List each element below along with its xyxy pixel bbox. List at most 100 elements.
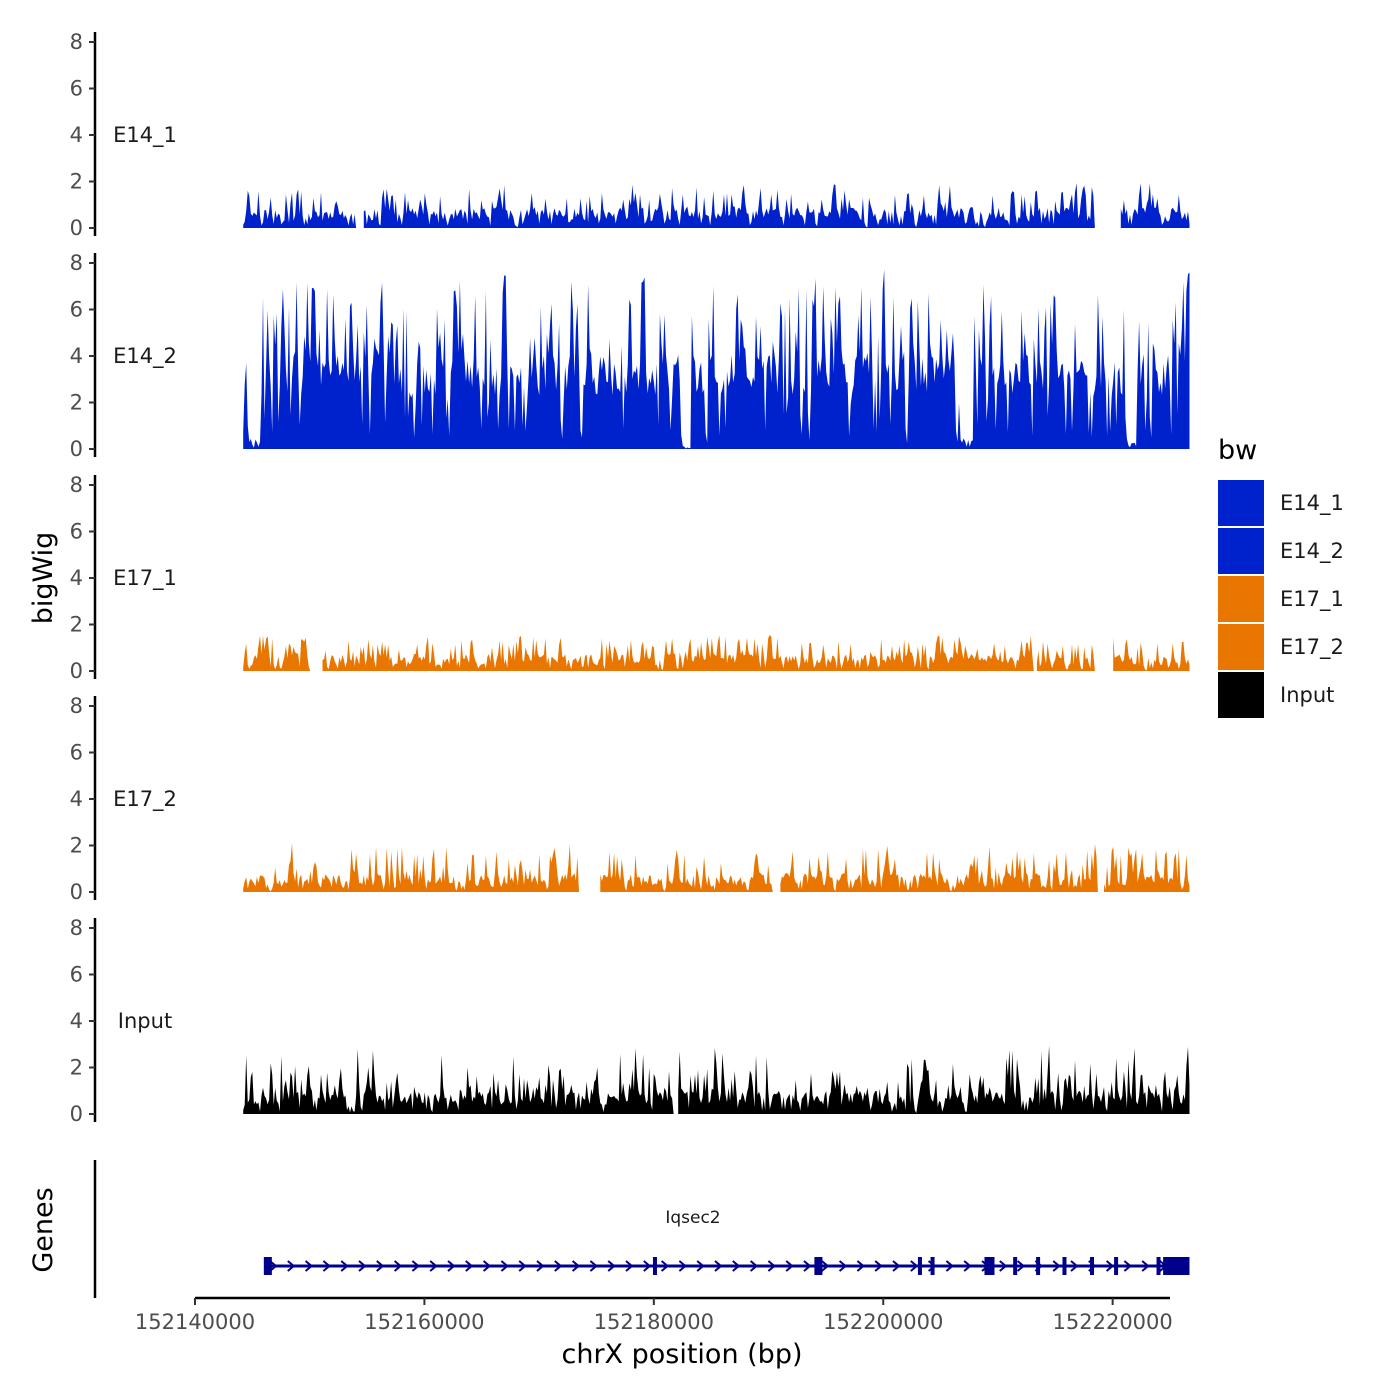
- legend-title: bw: [1218, 435, 1257, 466]
- strand-arrow: [1123, 1260, 1132, 1272]
- strand-arrow: [678, 1260, 687, 1272]
- y-tick-label: 8: [70, 251, 83, 275]
- strand-arrow: [518, 1260, 527, 1272]
- exon: [1163, 1257, 1190, 1275]
- y-tick-label: 0: [70, 659, 83, 683]
- strand-arrow: [429, 1260, 438, 1272]
- x-tick-label: 152140000: [135, 1310, 255, 1334]
- strand-arrow: [963, 1260, 972, 1272]
- strand-arrow: [554, 1260, 563, 1272]
- strand-arrow: [269, 1260, 278, 1272]
- legend-swatch: [1218, 672, 1264, 718]
- strand-arrow: [376, 1260, 385, 1272]
- track-panel-e14-2: 0 2 4 6 8 E14_2: [70, 251, 1190, 461]
- legend-label: E17_2: [1280, 635, 1344, 660]
- strand-arrow: [536, 1260, 545, 1272]
- track-label: E14_1: [113, 123, 177, 148]
- strand-arrow: [803, 1260, 812, 1272]
- exon: [814, 1257, 823, 1275]
- coverage-area-e14-1: [243, 183, 1190, 228]
- strand-arrow: [447, 1260, 456, 1272]
- x-axis: 152140000 152160000 152180000 152200000 1522…: [135, 1296, 1173, 1334]
- strand-arrow: [1052, 1260, 1061, 1272]
- coverage-area-e17-2: [243, 843, 1190, 892]
- strand-arrow: [411, 1260, 420, 1272]
- y-tick-label: 0: [70, 437, 83, 461]
- strand-arrow: [767, 1260, 776, 1272]
- x-tick-label: 152180000: [594, 1310, 714, 1334]
- strand-arrow: [393, 1260, 403, 1272]
- strand-arrow: [482, 1260, 492, 1272]
- strand-arrow: [874, 1260, 883, 1272]
- exon: [1114, 1257, 1119, 1275]
- exon: [1090, 1257, 1094, 1275]
- exon: [652, 1257, 657, 1275]
- legend-swatch: [1218, 480, 1264, 526]
- exon: [1013, 1257, 1018, 1275]
- gene-track: [93, 1160, 1190, 1298]
- track-panel-e17-2: 0 2 4 6 8 E17_2: [70, 694, 1190, 904]
- strand-arrow: [1141, 1260, 1150, 1272]
- exon: [263, 1257, 272, 1275]
- exon: [1036, 1257, 1041, 1275]
- track-label: E17_1: [113, 566, 177, 591]
- y-tick-label: 4: [70, 123, 83, 147]
- y-tick-label: 0: [70, 880, 83, 904]
- strand-arrow: [625, 1260, 634, 1272]
- y-tick-label: 2: [70, 613, 83, 637]
- coverage-area-e14-2: [243, 269, 1190, 449]
- y-tick-label: 4: [70, 787, 83, 811]
- y-tick-label: 8: [70, 916, 83, 940]
- y-tick-label: 0: [70, 216, 83, 240]
- y-tick-label: 2: [70, 391, 83, 415]
- y-tick-label: 2: [70, 834, 83, 858]
- gene-name-label: Iqsec2: [665, 1208, 720, 1228]
- strand-arrow: [571, 1260, 581, 1272]
- strand-arrow: [643, 1260, 652, 1272]
- exon: [986, 1257, 995, 1275]
- y-tick-label: 6: [70, 520, 83, 544]
- exon: [917, 1257, 922, 1275]
- track-panel-e14-1: 0 2 4 6 8 E14_1: [70, 30, 1190, 240]
- x-axis-title: chrX position (bp): [561, 1339, 802, 1370]
- strand-arrow: [696, 1260, 705, 1272]
- strand-arrow: [304, 1260, 314, 1272]
- y-tick-label: 4: [70, 566, 83, 590]
- y-tick-label: 8: [70, 30, 83, 54]
- exon: [930, 1257, 935, 1275]
- x-tick-label: 152160000: [364, 1310, 484, 1334]
- strand-arrow: [1016, 1260, 1026, 1272]
- strand-arrow: [500, 1260, 509, 1272]
- strand-arrow: [821, 1260, 830, 1272]
- legend-swatch: [1218, 528, 1264, 574]
- track-label: E17_2: [113, 787, 177, 812]
- strand-arrow: [785, 1260, 794, 1272]
- legend-label: E14_1: [1280, 491, 1344, 516]
- strand-arrow: [910, 1260, 919, 1272]
- strand-arrow: [1070, 1260, 1079, 1272]
- legend: bw E14_1 E14_2 E17_1 E17_2 Input: [1218, 435, 1344, 718]
- y-tick-label: 6: [70, 741, 83, 765]
- strand-arrow: [945, 1260, 954, 1272]
- strand-arrow: [607, 1260, 616, 1272]
- legend-label: E17_1: [1280, 587, 1344, 612]
- strand-arrow: [856, 1260, 865, 1272]
- y-axis-title: bigWig: [28, 532, 59, 625]
- y-tick-label: 2: [70, 170, 83, 194]
- coverage-area-input: [243, 1045, 1190, 1114]
- track-label: Input: [118, 1009, 172, 1033]
- strand-arrow: [589, 1260, 598, 1272]
- y-tick-label: 8: [70, 694, 83, 718]
- y-tick-label: 6: [70, 77, 83, 101]
- exon: [1062, 1257, 1067, 1275]
- strand-arrow: [749, 1260, 759, 1272]
- y-tick-label: 4: [70, 1009, 83, 1033]
- exon: [1156, 1257, 1161, 1275]
- legend-swatch: [1218, 624, 1264, 670]
- strand-arrow: [714, 1260, 723, 1272]
- strand-arrow: [358, 1260, 367, 1272]
- strand-arrow: [892, 1260, 901, 1272]
- strand-arrow: [465, 1260, 474, 1272]
- strand-arrow: [340, 1260, 349, 1272]
